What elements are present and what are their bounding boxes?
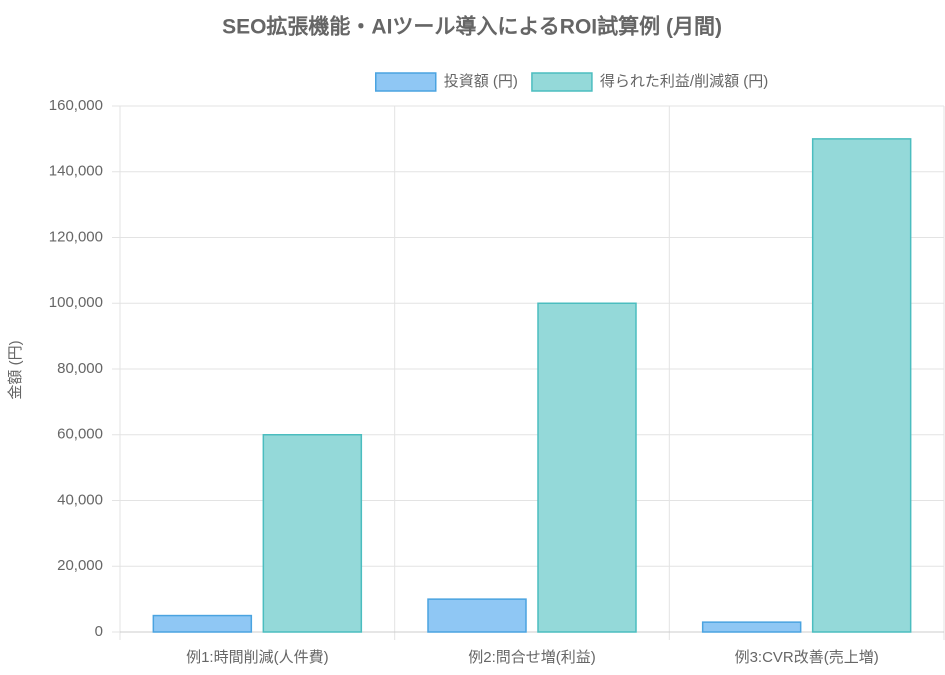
bar xyxy=(152,614,253,633)
bar xyxy=(537,302,637,633)
chart-title: SEO拡張機能・AIツール導入によるROI試算例 (月間) xyxy=(222,15,722,39)
y-tick-label: 20,000 xyxy=(57,557,103,574)
x-tick-label: 例1:時間削減(人件費) xyxy=(186,649,329,666)
y-tick-label: 80,000 xyxy=(57,360,103,377)
legend-swatch xyxy=(531,72,593,92)
bar xyxy=(262,434,363,633)
x-tick-label: 例3:CVR改善(売上増) xyxy=(735,649,879,666)
y-tick-label: 160,000 xyxy=(49,97,103,114)
y-tick-label: 0 xyxy=(95,623,103,640)
y-axis-label: 金額 (円) xyxy=(7,340,24,399)
bar xyxy=(427,598,527,633)
y-tick-label: 120,000 xyxy=(49,228,103,245)
x-tick-label: 例2:問合せ増(利益) xyxy=(468,649,596,666)
bar xyxy=(811,138,912,633)
y-tick-label: 40,000 xyxy=(57,491,103,508)
y-tick-label: 100,000 xyxy=(49,294,103,311)
legend-label: 得られた利益/削減額 (円) xyxy=(600,73,768,90)
y-tick-label: 60,000 xyxy=(57,426,103,443)
bar xyxy=(701,621,802,633)
legend-swatch xyxy=(375,72,437,92)
y-tick-label: 140,000 xyxy=(49,163,103,180)
legend-label: 投資額 (円) xyxy=(444,73,518,90)
